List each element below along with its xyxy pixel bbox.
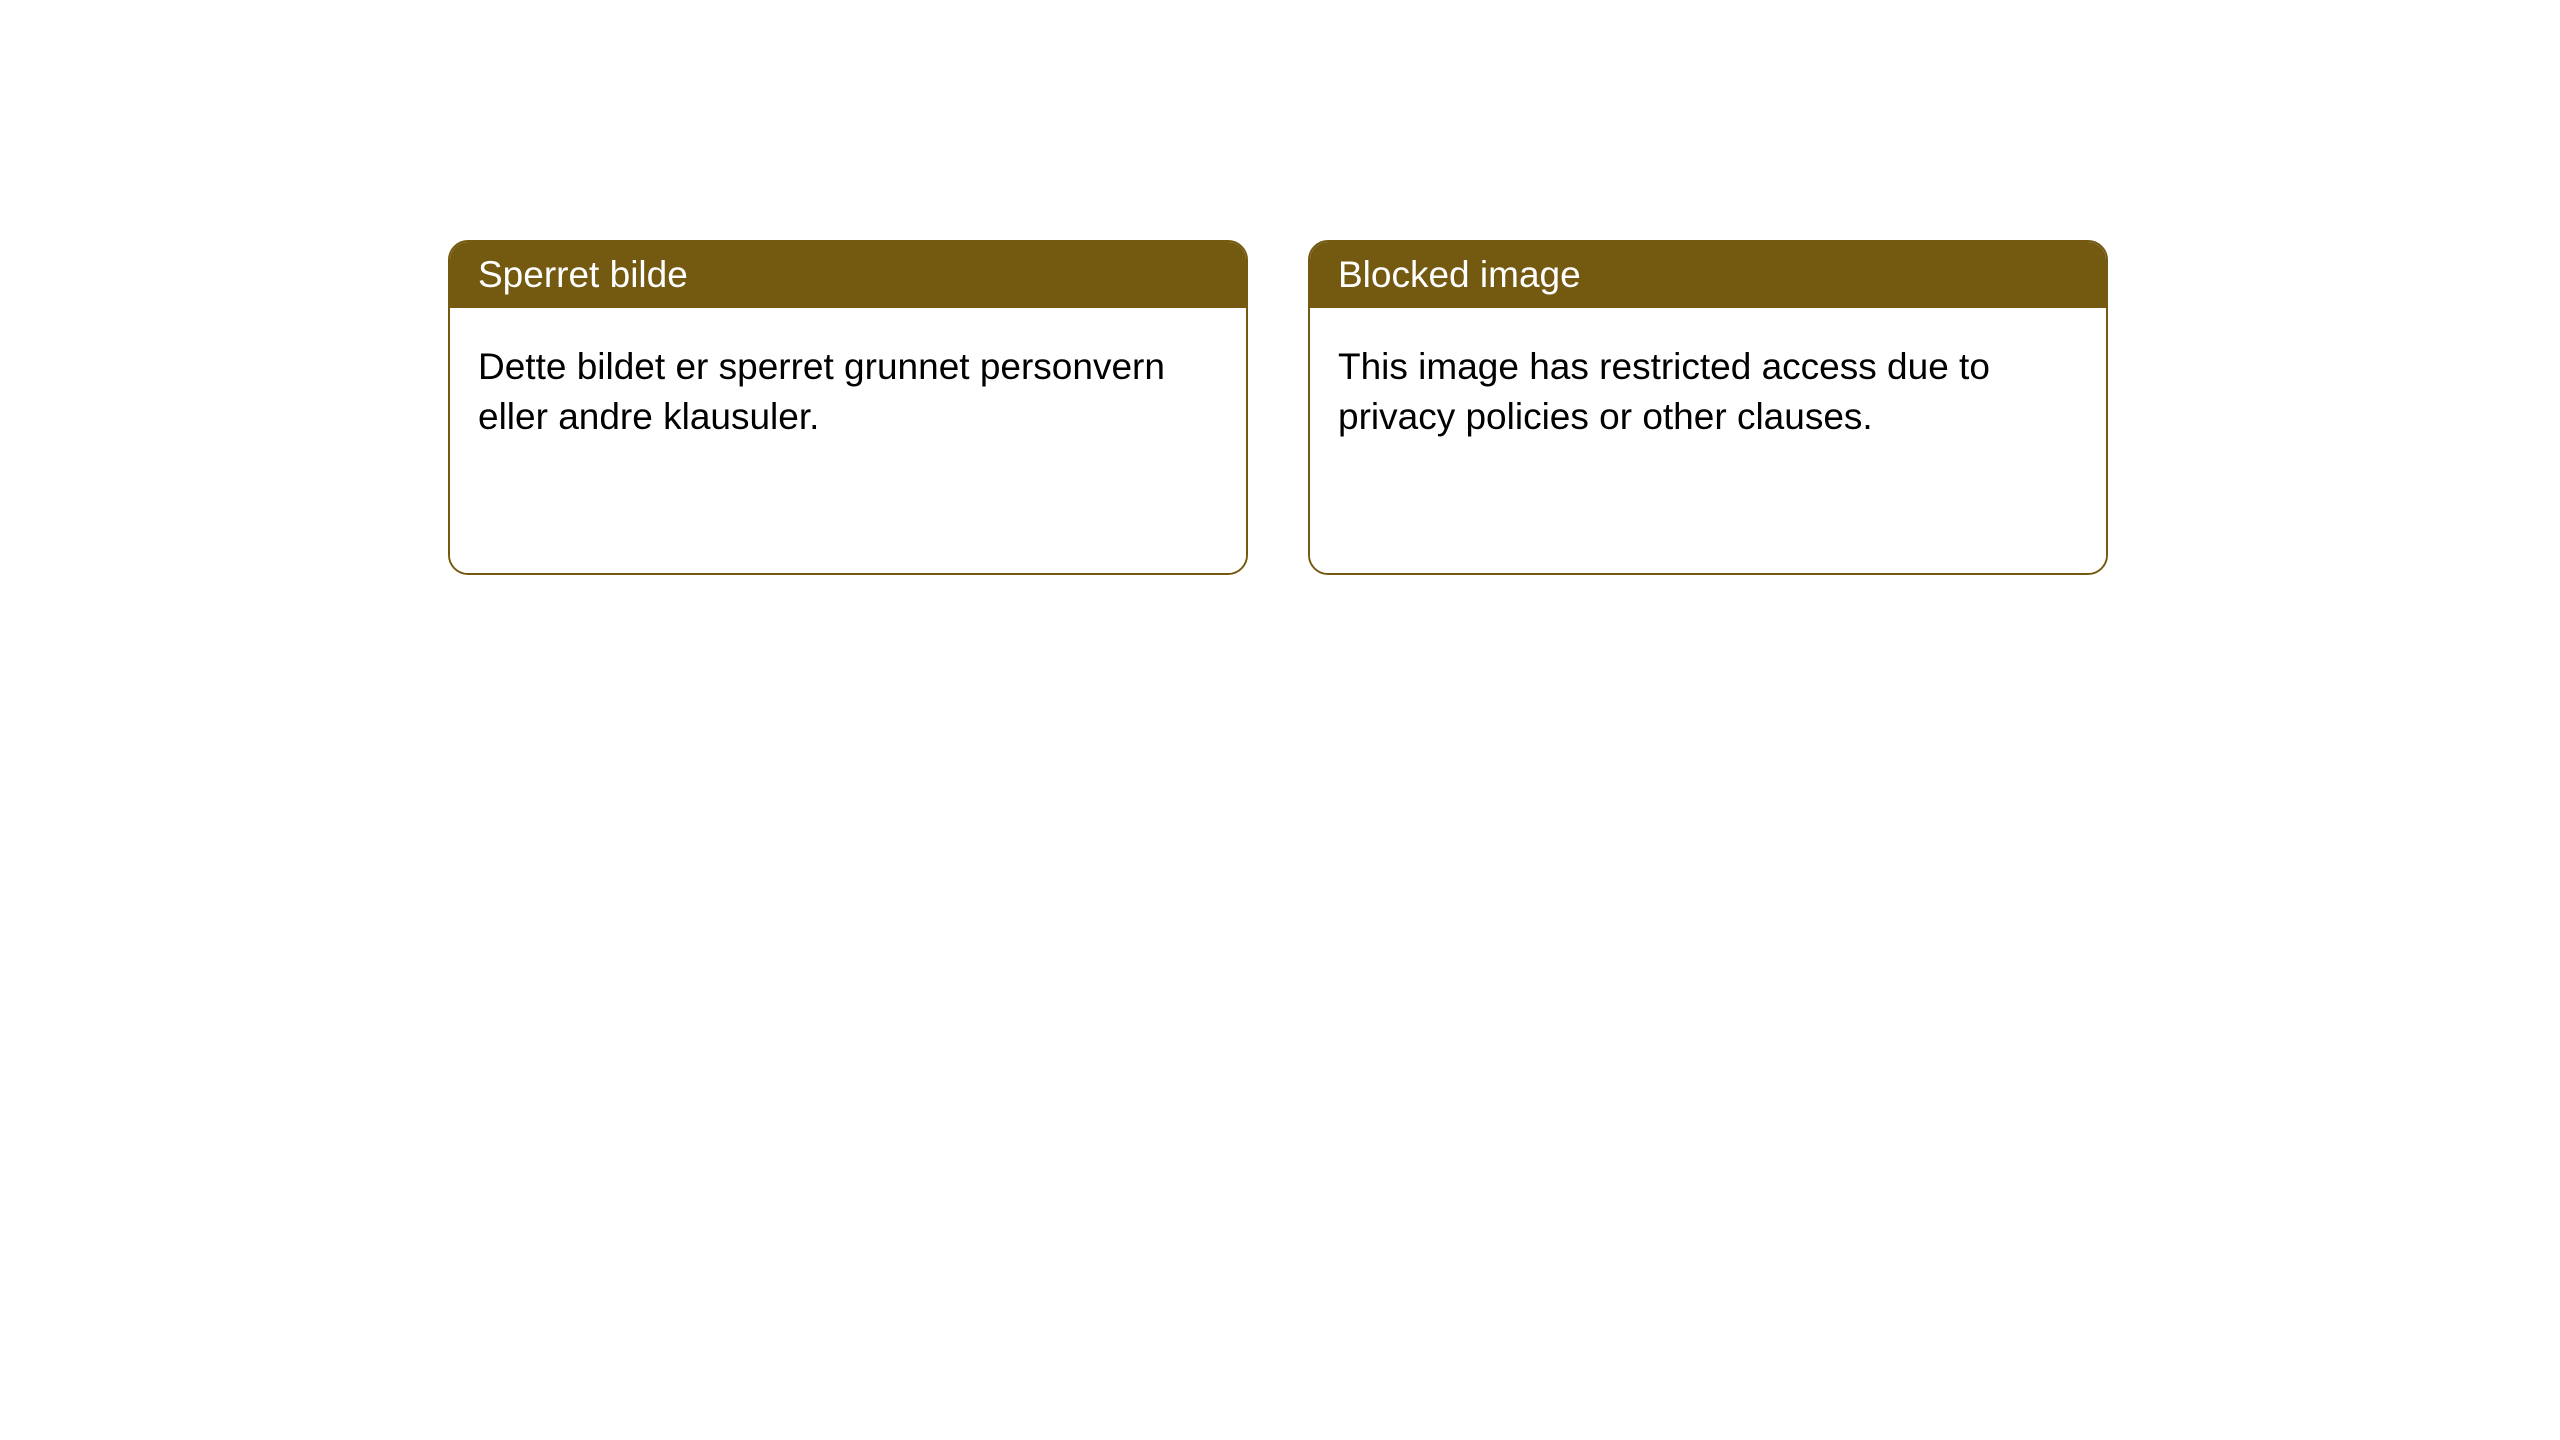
notice-body-english: This image has restricted access due to … [1310, 308, 2106, 573]
notice-title-norwegian: Sperret bilde [450, 242, 1246, 308]
notice-card-english: Blocked image This image has restricted … [1308, 240, 2108, 575]
notice-container: Sperret bilde Dette bildet er sperret gr… [0, 0, 2560, 575]
notice-title-english: Blocked image [1310, 242, 2106, 308]
notice-body-norwegian: Dette bildet er sperret grunnet personve… [450, 308, 1246, 573]
notice-card-norwegian: Sperret bilde Dette bildet er sperret gr… [448, 240, 1248, 575]
